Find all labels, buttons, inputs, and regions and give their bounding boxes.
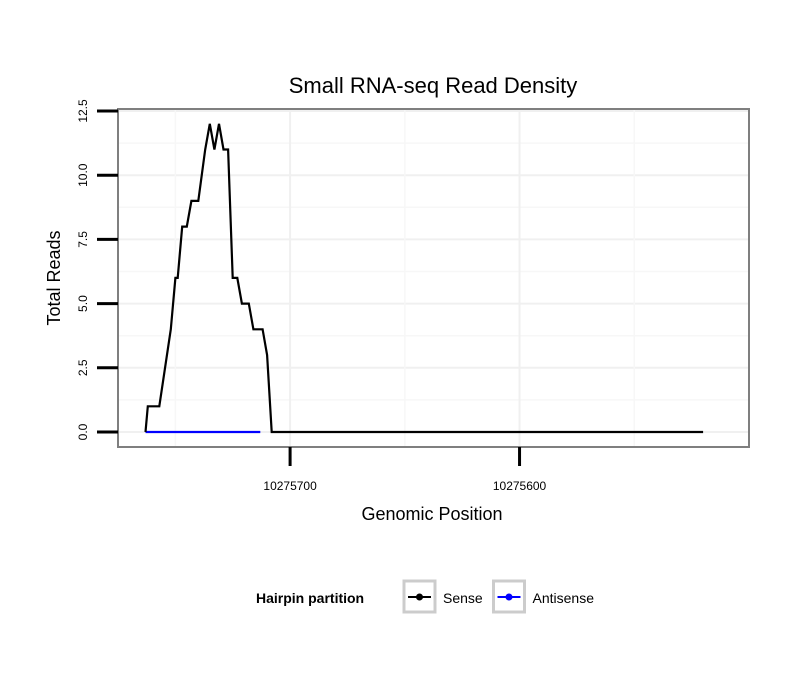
grid-lines [118, 109, 749, 447]
y-axis: 0.0 2.5 5.0 7.5 10.0 12.5 [76, 99, 118, 440]
y-tick-label: 0.0 [76, 423, 90, 440]
x-tick-label: 10275700 [263, 479, 317, 493]
chart-title: Small RNA-seq Read Density [289, 73, 578, 98]
series-layer [144, 123, 704, 434]
legend-key-point [416, 593, 423, 601]
y-tick-label: 5.0 [76, 295, 90, 312]
series-line-sense [144, 123, 704, 434]
x-axis: 10275700 10275600 [263, 447, 547, 493]
legend-items: Sense Antisense [402, 579, 595, 614]
legend-title: Hairpin partition [256, 590, 364, 606]
y-tick-label: 7.5 [76, 231, 90, 248]
y-tick-label: 10.0 [76, 163, 90, 187]
plot-area [117, 108, 750, 448]
y-axis-title: Total Reads [44, 230, 64, 325]
legend-label-antisense: Antisense [533, 590, 595, 606]
x-tick-label: 10275600 [493, 479, 547, 493]
y-tick-label: 12.5 [76, 99, 90, 123]
x-axis-title: Genomic Position [361, 504, 502, 524]
plot-border [117, 108, 750, 448]
plot-panel [118, 109, 749, 447]
legend-key-point [505, 593, 513, 601]
legend: Hairpin partition Sense Antisense [256, 579, 595, 614]
y-tick-label: 2.5 [76, 359, 90, 376]
legend-label-sense: Sense [443, 590, 483, 606]
